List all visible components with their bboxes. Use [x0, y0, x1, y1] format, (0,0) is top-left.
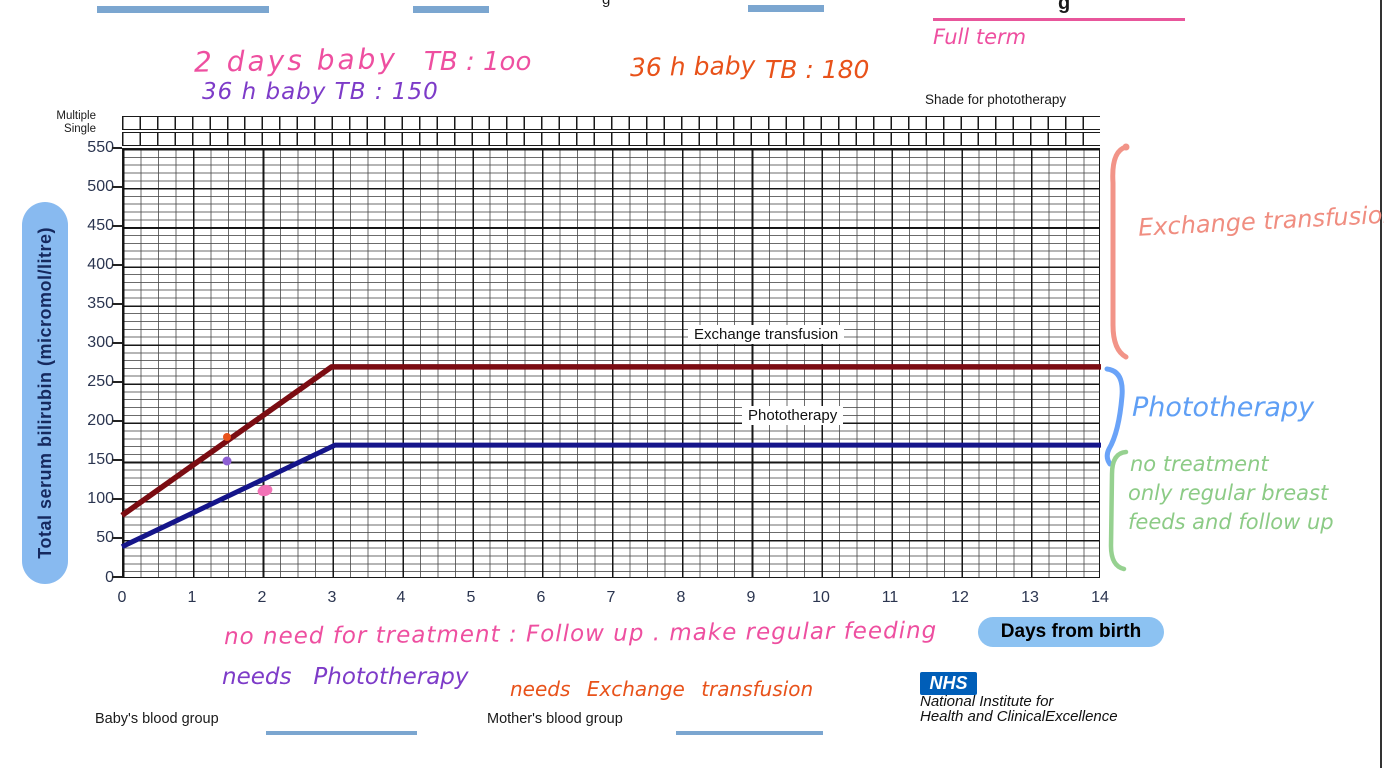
nhs-logo: NHS	[920, 672, 977, 695]
multiple-tick-strip	[122, 116, 1100, 130]
top-field-underline-1[interactable]	[97, 6, 269, 13]
y-tickmark	[112, 459, 122, 461]
shade-for-phototherapy-label: Shade for phototherapy	[925, 92, 1067, 107]
x-tick-4: 4	[396, 589, 406, 606]
x-tick-6: 6	[536, 589, 546, 606]
chart-plot-area	[122, 148, 1100, 578]
handwriting-no-need-for-treatment: no need for treatment : Follow up . make…	[223, 617, 938, 651]
y-tick-200: 200	[87, 412, 114, 429]
salmon-brace-tip	[1122, 143, 1130, 151]
y-tickmark	[112, 186, 122, 188]
y-tick-50: 50	[96, 529, 114, 546]
x-tick-9: 9	[746, 589, 756, 606]
y-tickmark	[112, 264, 122, 266]
y-tick-0: 0	[105, 569, 114, 586]
x-axis-label: Days from birth	[1000, 621, 1142, 642]
top-field-underline-3[interactable]	[748, 5, 824, 12]
y-tickmark	[112, 537, 122, 539]
handwriting-no-treatment-line3: feeds and follow up	[1128, 510, 1334, 534]
x-tick-14: 14	[1091, 589, 1109, 606]
phototherapy-line-label: Phototherapy	[742, 406, 844, 425]
handwriting-tb-180: TB : 180	[765, 55, 870, 84]
x-tick-2: 2	[257, 589, 267, 606]
x-tick-1: 1	[187, 589, 197, 606]
handwriting-full-term: Full term	[933, 25, 1027, 49]
x-tick-10: 10	[812, 589, 830, 606]
page-right-border	[1380, 0, 1382, 768]
handwriting-needs-phototherapy: needs Phototherapy	[222, 664, 469, 690]
y-tickmark	[112, 420, 122, 422]
handwriting-phototherapy: Phototherapy	[1132, 392, 1315, 423]
mother-blood-group-label: Mother's blood group	[487, 711, 623, 727]
nhs-logo-text: NHS	[929, 673, 968, 693]
single-tick-strip	[122, 132, 1100, 146]
x-tick-5: 5	[466, 589, 476, 606]
handwriting-tb-100: TB : 1oo	[424, 47, 532, 77]
handwriting-no-treatment-line1: no treatment	[1130, 452, 1269, 476]
y-tickmark	[112, 381, 122, 383]
handwriting-36h-baby-tb-150: 36 h baby TB : 150	[202, 79, 439, 105]
handwriting-needs-exchange-transfusion: needs Exchange transfusion	[510, 677, 814, 701]
handwriting-2-days-baby: 2 days baby	[193, 42, 399, 79]
y-tickmark	[112, 303, 122, 305]
gestation-underline[interactable]	[933, 18, 1185, 21]
y-tick-550: 550	[87, 139, 114, 156]
nice-org-line1: National Institute for	[920, 693, 1054, 710]
x-tick-11: 11	[881, 589, 899, 606]
cutoff-glyph-2: g	[1058, 0, 1071, 14]
y-tick-450: 450	[87, 217, 114, 234]
y-tickmark	[112, 498, 122, 500]
handwriting-no-treatment-line2: only regular breast	[1128, 481, 1329, 505]
strip-label-single: Single	[64, 123, 96, 135]
green-bracket-no-treatment-region	[1108, 449, 1129, 572]
nice-org-line2: Health and ClinicalExcellence	[920, 708, 1118, 725]
top-field-underline-2[interactable]	[413, 6, 489, 13]
mother-blood-group-field[interactable]	[676, 731, 823, 735]
blue-brace-phototherapy-region	[1104, 366, 1125, 467]
y-axis-label: Total serum bilirubin (micromol/litre)	[34, 227, 55, 559]
y-tickmark	[112, 225, 122, 227]
cutoff-label-fragment-1: g	[602, 0, 622, 9]
y-tickmark	[112, 147, 122, 149]
cutoff-label-fragment-2: g	[1058, 0, 1080, 15]
y-tick-400: 400	[87, 256, 114, 273]
y-tick-500: 500	[87, 178, 114, 195]
handwriting-36h-baby: 36 h baby	[629, 50, 756, 83]
cutoff-glyph-1: g	[602, 0, 622, 8]
handwriting-exchange-transfusion: Exchange transfusion	[1137, 200, 1384, 242]
y-tick-300: 300	[87, 334, 114, 351]
salmon-brace-exchange-region	[1110, 144, 1129, 360]
y-tick-250: 250	[87, 373, 114, 390]
x-tick-0: 0	[117, 589, 127, 606]
y-tick-150: 150	[87, 451, 114, 468]
x-tick-3: 3	[327, 589, 337, 606]
baby-blood-group-label: Baby's blood group	[95, 711, 219, 727]
x-tick-8: 8	[676, 589, 686, 606]
baby-blood-group-field[interactable]	[266, 731, 417, 735]
x-tick-7: 7	[606, 589, 616, 606]
y-tick-100: 100	[87, 490, 114, 507]
strip-label-multiple: Multiple	[56, 110, 96, 122]
y-tickmark	[112, 342, 122, 344]
y-tickmark	[112, 576, 122, 578]
x-tick-13: 13	[1021, 589, 1039, 606]
y-axis-label-pill: Total serum bilirubin (micromol/litre)	[22, 202, 68, 584]
x-axis-label-pill: Days from birth	[978, 617, 1164, 647]
exchange-transfusion-line-label: Exchange transfusion	[688, 325, 845, 344]
y-tick-350: 350	[87, 295, 114, 312]
x-tick-12: 12	[951, 589, 969, 606]
